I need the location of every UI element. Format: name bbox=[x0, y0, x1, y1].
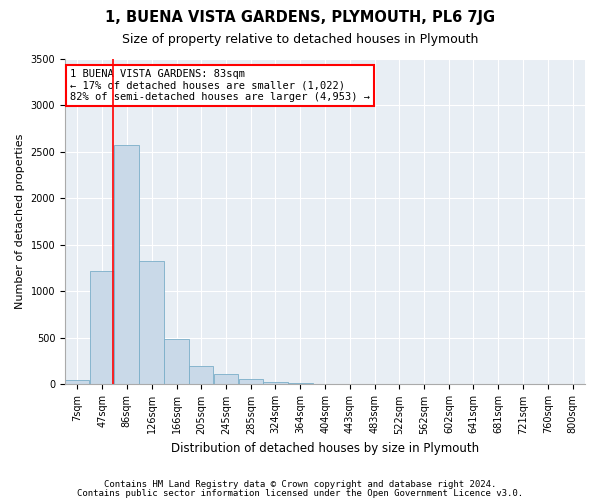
Y-axis label: Number of detached properties: Number of detached properties bbox=[15, 134, 25, 310]
Bar bbox=[214, 374, 238, 384]
Bar bbox=[239, 380, 263, 384]
Bar bbox=[189, 366, 213, 384]
Bar bbox=[115, 144, 139, 384]
Bar bbox=[90, 271, 115, 384]
Bar bbox=[139, 261, 164, 384]
Bar bbox=[65, 380, 89, 384]
Text: 1, BUENA VISTA GARDENS, PLYMOUTH, PL6 7JG: 1, BUENA VISTA GARDENS, PLYMOUTH, PL6 7J… bbox=[105, 10, 495, 25]
Text: Contains public sector information licensed under the Open Government Licence v3: Contains public sector information licen… bbox=[77, 489, 523, 498]
Text: Contains HM Land Registry data © Crown copyright and database right 2024.: Contains HM Land Registry data © Crown c… bbox=[104, 480, 496, 489]
Bar bbox=[263, 382, 287, 384]
X-axis label: Distribution of detached houses by size in Plymouth: Distribution of detached houses by size … bbox=[171, 442, 479, 455]
Text: Size of property relative to detached houses in Plymouth: Size of property relative to detached ho… bbox=[122, 32, 478, 46]
Bar bbox=[164, 339, 189, 384]
Text: 1 BUENA VISTA GARDENS: 83sqm
← 17% of detached houses are smaller (1,022)
82% of: 1 BUENA VISTA GARDENS: 83sqm ← 17% of de… bbox=[70, 69, 370, 102]
